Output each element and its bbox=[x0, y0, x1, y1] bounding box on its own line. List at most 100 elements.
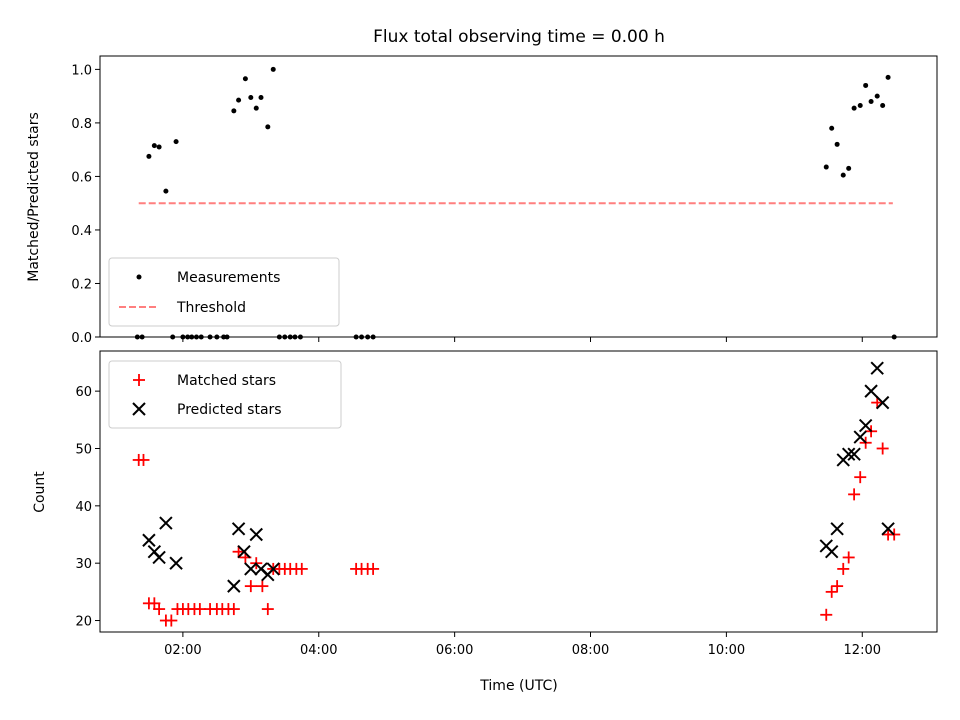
bottom-y-tick-label: 30 bbox=[75, 557, 92, 572]
matched-star-point bbox=[831, 580, 844, 593]
top-y-ticks: 0.0 0.2 0.4 0.6 0.8 1.0 bbox=[71, 63, 100, 346]
bottom-legend: Matched stars Predicted stars bbox=[108, 360, 342, 429]
bottom-x-ticks: 02:00 04:00 06:00 08:00 10:00 12:00 bbox=[164, 632, 881, 658]
x-tick-label: 06:00 bbox=[436, 643, 473, 658]
bottom-legend-box bbox=[108, 360, 342, 429]
legend-marker-predicted-stars bbox=[132, 402, 146, 416]
measurement-point bbox=[151, 143, 157, 149]
measurement-point bbox=[823, 164, 829, 170]
top-y-tick-label: 0.0 bbox=[71, 331, 92, 346]
top-y-tick-label: 0.4 bbox=[71, 224, 92, 239]
predicted-star-point bbox=[169, 556, 183, 570]
matched-star-point bbox=[825, 585, 838, 598]
panel-bottom: 20 30 40 50 60 02:00 04:00 06:00 08:00 10:00 12:0… bbox=[32, 350, 938, 694]
predicted-star-point bbox=[881, 522, 895, 536]
top-y-axis-label: Matched/Predicted stars bbox=[26, 112, 42, 282]
measurement-point bbox=[851, 105, 857, 111]
measurement-point bbox=[270, 66, 276, 72]
measurement-point bbox=[258, 94, 264, 100]
measurement-point bbox=[863, 82, 869, 88]
predicted-star-point bbox=[231, 522, 246, 536]
top-y-tick-label: 0.6 bbox=[71, 170, 92, 185]
matched-star-point bbox=[165, 614, 178, 627]
predicted-star-point bbox=[853, 430, 867, 444]
measurement-point bbox=[265, 124, 271, 130]
top-y-tick-label: 0.2 bbox=[71, 277, 92, 292]
predicted-star-point bbox=[847, 447, 861, 461]
top-legend-box bbox=[108, 257, 340, 327]
matched-star-point bbox=[367, 562, 380, 575]
measurement-points bbox=[134, 66, 897, 340]
bottom-y-tick-label: 50 bbox=[75, 442, 92, 457]
matched-star-point bbox=[876, 442, 889, 455]
measurement-point bbox=[846, 165, 852, 171]
measurement-point bbox=[231, 108, 237, 114]
bottom-axes-frame bbox=[99, 350, 938, 633]
predicted-star-point bbox=[841, 447, 856, 461]
x-tick-label: 12:00 bbox=[844, 643, 881, 658]
measurement-point bbox=[242, 76, 248, 82]
predicted-star-point bbox=[159, 516, 173, 530]
predicted-star-point bbox=[870, 361, 884, 375]
matched-star-point bbox=[261, 603, 274, 616]
bottom-y-tick-label: 20 bbox=[75, 615, 92, 630]
measurement-point bbox=[840, 172, 846, 178]
measurement-point bbox=[857, 103, 863, 109]
matched-star-point bbox=[842, 551, 855, 564]
top-axes-frame bbox=[99, 55, 938, 338]
bottom-y-tick-label: 60 bbox=[75, 385, 92, 400]
predicted-star-point bbox=[244, 562, 258, 576]
legend-label-matched-stars: Matched stars bbox=[177, 373, 276, 389]
matched-star-point bbox=[820, 608, 833, 621]
x-tick-label: 08:00 bbox=[572, 643, 609, 658]
legend-label-measurements: Measurements bbox=[177, 270, 280, 286]
matched-star-point bbox=[153, 603, 166, 616]
predicted-star-point bbox=[249, 527, 263, 542]
bottom-y-ticks: 20 30 40 50 60 bbox=[75, 385, 100, 630]
measurement-point bbox=[834, 141, 840, 147]
measurement-point bbox=[236, 97, 242, 103]
x-axis-label: Time (UTC) bbox=[479, 678, 557, 694]
panel-top: 0.0 0.2 0.4 0.6 0.8 1.0 Matched/Predicted sta… bbox=[26, 55, 938, 346]
matched-star-point bbox=[854, 471, 867, 484]
matched-star-point bbox=[193, 603, 206, 616]
measurement-point bbox=[156, 144, 162, 150]
matched-star-point bbox=[871, 396, 884, 409]
measurement-point bbox=[173, 139, 179, 145]
measurement-point bbox=[163, 188, 169, 194]
predicted-star-point bbox=[142, 533, 156, 547]
chart-title: Flux total observing time = 0.00 h bbox=[373, 27, 665, 47]
matched-star-point bbox=[244, 580, 257, 593]
x-tick-label: 02:00 bbox=[164, 643, 201, 658]
predicted-star-point bbox=[266, 562, 280, 576]
predicted-star-point bbox=[864, 384, 878, 398]
measurement-point bbox=[880, 103, 886, 109]
predicted-star-point bbox=[824, 545, 839, 559]
predicted-stars-points bbox=[142, 361, 895, 593]
x-tick-label: 10:00 bbox=[708, 643, 745, 658]
legend-marker-matched-stars bbox=[133, 374, 145, 386]
matched-star-point bbox=[256, 580, 269, 593]
top-y-tick-label: 0.8 bbox=[71, 117, 92, 132]
matched-star-point bbox=[137, 453, 150, 466]
bottom-y-axis-label: Count bbox=[32, 471, 48, 513]
predicted-star-point bbox=[830, 522, 844, 536]
predicted-star-point bbox=[858, 418, 873, 433]
predicted-star-point bbox=[227, 579, 241, 593]
bottom-y-tick-label: 40 bbox=[75, 500, 92, 515]
matched-star-point bbox=[848, 488, 861, 501]
matched-star-point bbox=[295, 562, 308, 575]
predicted-star-point bbox=[152, 550, 166, 565]
predicted-star-point bbox=[237, 545, 251, 559]
measurement-point bbox=[248, 94, 254, 100]
measurement-point bbox=[885, 74, 891, 80]
matched-star-point bbox=[227, 603, 240, 616]
top-legend: Measurements Threshold bbox=[108, 257, 340, 327]
measurement-point bbox=[253, 105, 259, 111]
predicted-star-point bbox=[875, 395, 890, 410]
legend-label-threshold: Threshold bbox=[176, 300, 246, 316]
measurement-point bbox=[146, 153, 152, 159]
measurement-point bbox=[874, 93, 880, 99]
